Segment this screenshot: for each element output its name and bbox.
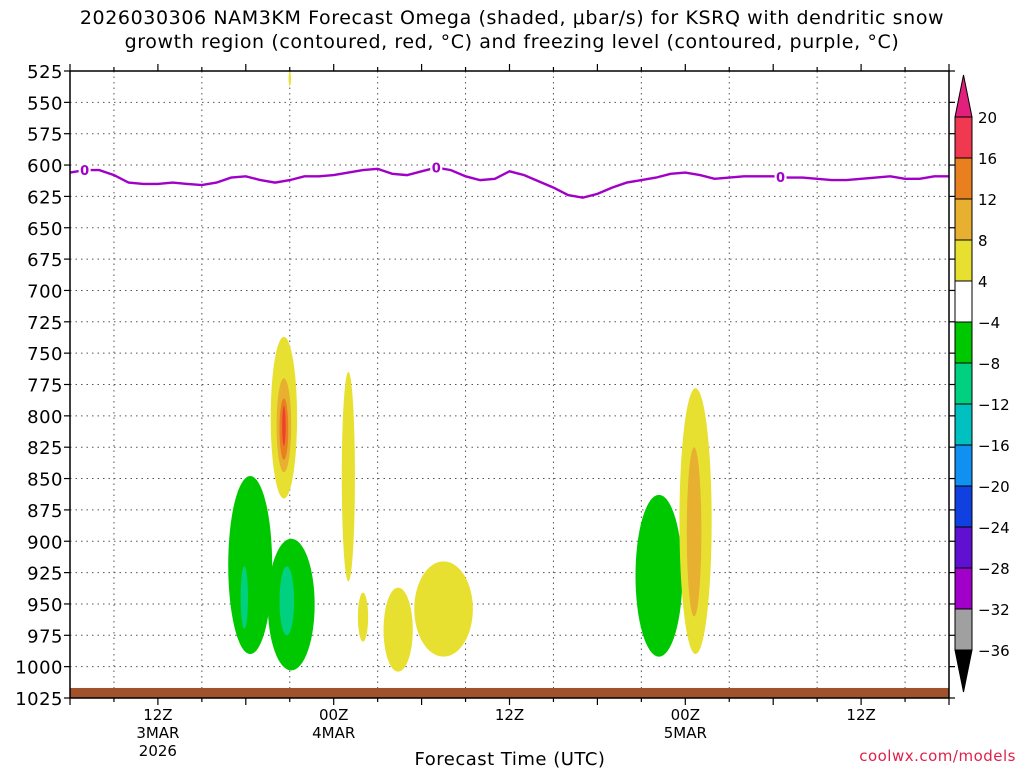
colorbar-swatch [954,116,973,159]
freezing-label-bg [774,168,787,185]
colorbar-swatch [954,280,973,323]
y-tick-label: 625 [27,187,63,208]
y-tick-label: 775 [27,376,63,397]
x-tick-label-line: 3MAR [136,724,179,742]
colorbar-swatch [954,157,973,200]
colorbar-label: −8 [978,355,1000,373]
chart-title-line-1: 2026030306 NAM3KM Forecast Omega (shaded… [79,7,945,29]
y-tick-label: 700 [27,281,63,302]
colorbar-label: −32 [978,601,1010,619]
colorbar-swatch [954,198,973,241]
x-tick-label-line: 2026 [139,742,177,760]
colorbar-label: 8 [978,232,988,250]
colorbar-label: −20 [978,478,1010,496]
y-tick-label: 525 [27,62,63,83]
colorbar: 20 16 12 8 4 −4 −8 −12 −16 −20 −24 −28 −32 −36 [954,74,1010,693]
x-tick-label-line: 5MAR [664,724,707,742]
freezing-level-line [70,166,949,199]
colorbar-swatch [954,444,973,487]
credit-text: coolwx.com/models [859,747,1016,765]
y-tick-label: 1025 [15,689,63,710]
y-tick-label: 800 [27,407,63,428]
x-tick-label-line: 12Z [495,706,524,724]
colorbar-swatch [954,403,973,446]
colorbar-swatch [954,526,973,569]
x-tick-label: 12Z [846,706,875,724]
x-tick-label-line: 12Z [846,706,875,724]
omega-region [240,566,248,630]
x-tick-label: 12Z [495,706,524,724]
x-tick-label-line: 00Z [671,706,700,724]
omega-region [279,566,295,636]
omega-region [282,405,286,446]
y-tick-label: 825 [27,438,63,459]
colorbar-swatch [954,321,973,364]
chart-title-line-2: growth region (contoured, red, °C) and f… [124,31,900,53]
chart-title: 2026030306 NAM3KM Forecast Omega (shaded… [0,6,1024,54]
y-tick-label: 925 [27,564,63,585]
grid [70,71,949,698]
colorbar-swatch [954,567,973,610]
y-tick-label: 950 [27,595,63,616]
colorbar-top-arrow [954,74,973,118]
y-tick-label: 600 [27,156,63,177]
y-tick-label: 675 [27,250,63,271]
colorbar-swatch [954,362,973,405]
colorbar-swatch [954,608,973,651]
y-axis: 525 550 575 600 625 650 675 700 725 750 775 800 825 8… [15,62,955,710]
x-tick-label-line: 00Z [319,706,348,724]
omega-shading [228,71,712,672]
y-tick-label: 875 [27,501,63,522]
y-tick-label: 575 [27,125,63,146]
omega-region [357,592,369,642]
freezing-label-bg [430,159,443,176]
x-tick-label-line: 4MAR [312,724,355,742]
colorbar-label: −36 [978,642,1010,660]
y-tick-label: 750 [27,344,63,365]
y-tick-label: 900 [27,532,63,553]
omega-region [635,494,683,657]
colorbar-label: 4 [978,273,988,291]
freezing-label-bg [78,162,91,179]
y-tick-label: 975 [27,626,63,647]
freezing-level-label: 0 [776,171,785,186]
colorbar-label: −28 [978,560,1010,578]
y-tick-label: 550 [27,93,63,114]
omega-region [414,561,473,657]
y-tick-label: 850 [27,470,63,491]
colorbar-label: −24 [978,519,1010,537]
y-tick-label: 1000 [15,658,63,679]
colorbar-label: 20 [978,109,997,127]
colorbar-bottom-arrow [954,649,973,693]
colorbar-label: 12 [978,191,997,209]
omega-region [288,71,291,87]
omega-region [228,476,273,655]
colorbar-swatch [954,239,973,282]
freezing-level: 0 0 0 [70,159,949,199]
colorbar-label: −12 [978,396,1010,414]
y-tick-label: 650 [27,219,63,240]
omega-region [686,447,702,617]
colorbar-swatch [954,485,973,528]
x-axis-label: Forecast Time (UTC) [415,749,606,768]
colorbar-label: 16 [978,150,997,168]
x-tick-label-line: 12Z [143,706,172,724]
colorbar-label: −4 [978,314,1000,332]
omega-region [341,371,355,582]
omega-region [383,587,413,672]
y-tick-label: 725 [27,313,63,334]
colorbar-label: −16 [978,437,1010,455]
freezing-level-label: 0 [432,162,441,177]
freezing-level-label: 0 [80,164,89,179]
ground-band [70,687,949,698]
ground-layer [70,687,949,698]
